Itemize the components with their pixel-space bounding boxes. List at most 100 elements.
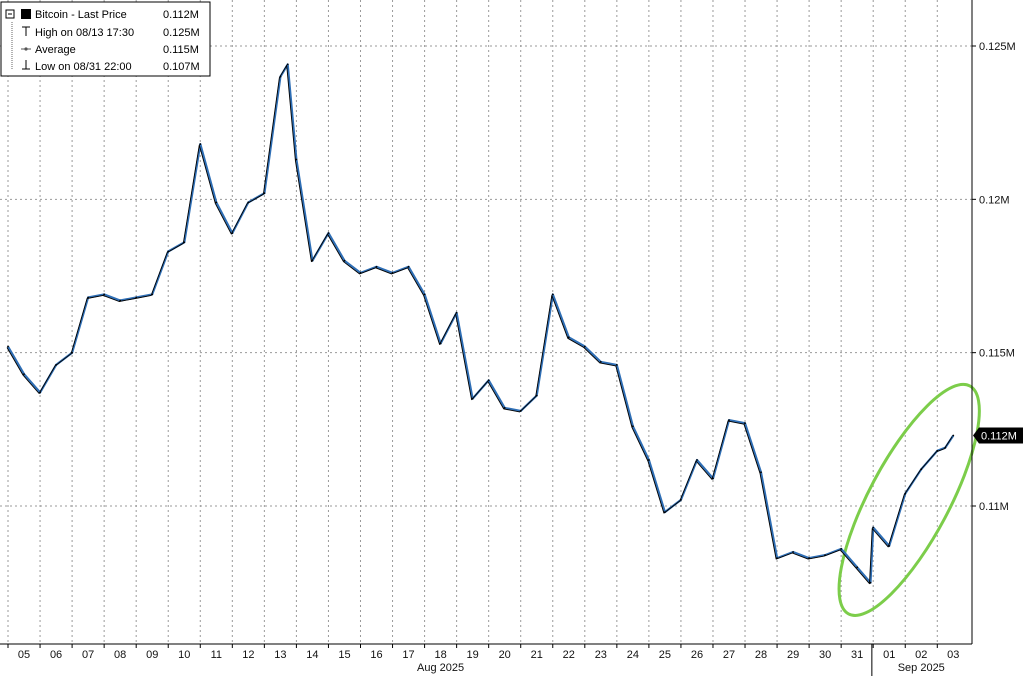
y-tick-label: 0.125M — [979, 41, 1016, 53]
price-point — [487, 379, 490, 382]
legend-high-label: High on 08/13 17:30 — [35, 27, 134, 39]
legend-average-value: 0.115M — [163, 44, 199, 56]
price-point — [776, 557, 778, 559]
price-point — [183, 241, 186, 244]
price-point — [869, 581, 872, 584]
price-point — [936, 449, 939, 452]
price-point — [792, 551, 794, 553]
price-point — [944, 446, 947, 449]
x-tick-label: 18 — [434, 649, 446, 661]
price-point — [286, 63, 289, 66]
price-point — [824, 554, 826, 556]
price-point — [551, 293, 554, 296]
x-tick-label: 07 — [82, 649, 94, 661]
price-point — [904, 492, 907, 495]
price-point — [391, 272, 394, 274]
price-point — [279, 75, 282, 78]
average-marker-icon — [21, 47, 31, 51]
highlight-ellipse — [837, 382, 981, 617]
price-point — [664, 511, 666, 513]
price-point — [231, 232, 234, 235]
price-point — [840, 548, 843, 550]
price-point — [375, 265, 378, 268]
price-point — [407, 265, 410, 268]
price-point — [39, 391, 41, 394]
x-tick-label: 19 — [467, 649, 479, 661]
price-point — [503, 407, 506, 409]
x-tick-label: 22 — [563, 649, 575, 661]
price-point — [103, 293, 105, 296]
x-tick-label: 29 — [787, 649, 799, 661]
x-tick-label: 23 — [595, 649, 607, 661]
y-tick-label: 0.12M — [979, 194, 1010, 206]
x-tick-label: 02 — [915, 649, 927, 661]
x-tick-label: 01 — [883, 649, 895, 661]
price-point — [632, 425, 634, 428]
grid — [0, 0, 972, 644]
price-point — [87, 296, 89, 299]
price-point — [535, 394, 538, 397]
low-marker-icon — [22, 60, 30, 70]
price-point — [455, 311, 458, 314]
price-point — [952, 434, 955, 437]
legend-average-label: Average — [35, 44, 76, 56]
y-tick-label: 0.11M — [979, 501, 1009, 513]
price-point — [55, 364, 57, 366]
price-point — [359, 272, 362, 274]
x-tick-label: 03 — [947, 649, 959, 661]
x-tick-label: 17 — [402, 649, 414, 661]
x-tick-label: 11 — [211, 649, 222, 661]
price-point — [728, 419, 730, 421]
y-tick-label: 0.115M — [979, 348, 1015, 360]
x-tick-label: 10 — [178, 649, 190, 661]
annotation-layer — [837, 382, 981, 617]
price-point — [808, 557, 810, 559]
x-tick-label: 27 — [723, 649, 735, 661]
x-tick-label: 30 — [819, 649, 831, 661]
series-layer — [6, 63, 955, 585]
x-tick-label: 25 — [659, 649, 671, 661]
legend-title: Bitcoin - Last Price — [35, 9, 127, 21]
month-label: Aug 2025 — [417, 662, 464, 674]
legend: Bitcoin - Last Price 0.112M High on 08/1… — [0, 1, 211, 77]
price-point — [423, 293, 426, 296]
price-point — [247, 201, 250, 204]
price-point — [567, 336, 570, 339]
price-point — [151, 293, 154, 296]
x-tick-label: 15 — [338, 649, 350, 661]
x-tick-label: 09 — [146, 649, 158, 661]
x-tick-label: 28 — [755, 649, 767, 661]
price-point — [872, 526, 875, 529]
price-point — [920, 468, 923, 471]
price-point — [519, 410, 522, 412]
price-point — [215, 201, 218, 204]
x-tick-label: 08 — [114, 649, 126, 661]
x-tick-label: 21 — [531, 649, 543, 661]
last-price-swatch-icon — [21, 9, 31, 19]
price-point — [167, 250, 170, 253]
legend-box — [0, 1, 211, 77]
month-label: Sep 2025 — [898, 662, 945, 674]
price-point — [744, 422, 746, 425]
x-tick-label: 31 — [851, 649, 863, 661]
price-point — [760, 471, 762, 474]
price-point — [327, 232, 330, 235]
price-point — [471, 397, 474, 400]
price-point — [343, 259, 346, 262]
x-tick-label: 13 — [274, 649, 286, 661]
high-marker-icon — [22, 26, 30, 36]
price-series-shadow — [6, 64, 953, 585]
price-point — [712, 477, 714, 480]
x-tick-label: 24 — [627, 649, 639, 661]
last-price-tag-text: 0.112M — [981, 430, 1017, 442]
x-tick-label: 26 — [691, 649, 703, 661]
price-point — [583, 345, 586, 348]
legend-high-value: 0.125M — [163, 27, 200, 39]
legend-low-value: 0.107M — [163, 61, 200, 73]
legend-title-value: 0.112M — [163, 9, 199, 21]
collapse-icon[interactable] — [5, 9, 15, 19]
price-point — [71, 351, 73, 354]
